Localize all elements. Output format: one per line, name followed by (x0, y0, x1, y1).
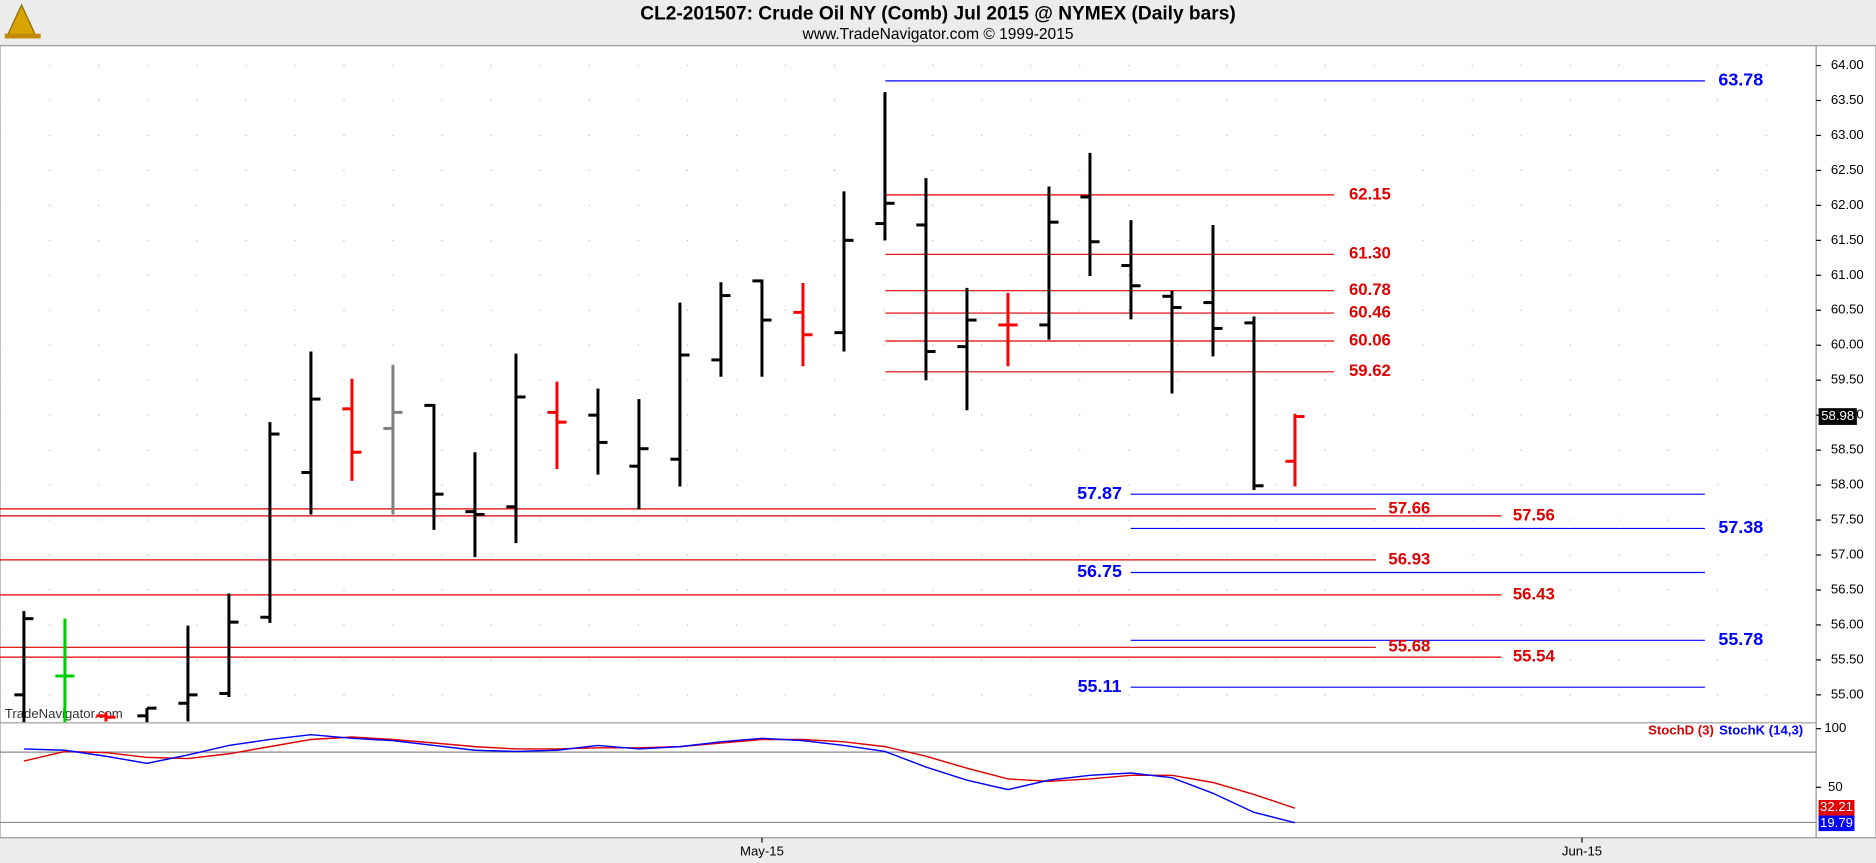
axis-area (1815, 45, 1876, 839)
y-tick-label: 56.00 (1831, 616, 1864, 631)
level-label: 57.87 (1077, 483, 1122, 503)
level-label: 55.68 (1388, 637, 1430, 656)
level-label: 56.43 (1513, 584, 1555, 603)
y-tick-label: 50 (1828, 779, 1843, 794)
y-tick-label: 62.00 (1831, 197, 1864, 212)
y-tick-label: 58.50 (1831, 442, 1864, 457)
y-tick-label: 63.00 (1831, 127, 1864, 142)
level-label: 61.30 (1349, 244, 1391, 263)
y-tick-label: 64.00 (1831, 57, 1864, 72)
level-label: 59.62 (1349, 361, 1391, 380)
last-value-label: 19.79 (1820, 815, 1853, 830)
level-label: 57.66 (1388, 498, 1430, 517)
logo (4, 3, 41, 39)
level-label: 57.56 (1513, 505, 1555, 524)
y-tick-label: 61.50 (1831, 232, 1864, 247)
level-label: 60.06 (1349, 330, 1391, 349)
chart-subtitle: www.TradeNavigator.com © 1999-2015 (802, 26, 1074, 43)
y-tick-label: 61.00 (1831, 267, 1864, 282)
level-label: 55.54 (1513, 647, 1556, 666)
y-tick-label: 55.00 (1831, 686, 1864, 701)
y-tick-label: 56.50 (1831, 581, 1864, 596)
level-label: 56.93 (1388, 549, 1430, 568)
last-price-label: 58.98 (1821, 408, 1854, 423)
level-label: 60.78 (1349, 280, 1391, 299)
y-tick-label: 59.50 (1831, 372, 1864, 387)
y-tick-label: 60.00 (1831, 337, 1864, 352)
y-tick-label: 60.50 (1831, 302, 1864, 317)
y-tick-label: 58.00 (1831, 477, 1864, 492)
level-label: 60.46 (1349, 302, 1391, 321)
level-label: 55.78 (1718, 629, 1763, 649)
y-tick-label: 62.50 (1831, 162, 1864, 177)
stoch-line (23, 733, 1296, 824)
y-tick-label: 100 (1824, 720, 1846, 735)
x-tick-label: Jun-15 (1562, 844, 1602, 859)
level-label: 63.78 (1718, 70, 1763, 90)
last-value-label: 32.21 (1820, 799, 1853, 814)
y-tick-label: 63.50 (1831, 92, 1864, 107)
level-label: 57.38 (1718, 517, 1763, 537)
last-value-box (1818, 815, 1855, 832)
y-tick-label: 55.50 (1831, 651, 1864, 666)
last-price-box (1818, 408, 1857, 425)
plot-area (0, 45, 1817, 839)
legend-entry: StochD (3) (1648, 723, 1714, 738)
level-label: 55.11 (1078, 676, 1122, 696)
y-tick-label: 57.50 (1831, 512, 1864, 527)
legend-entry: StochK (14,3) (1719, 723, 1803, 738)
y-tick-label: 57.00 (1831, 546, 1864, 561)
chart-title: CL2-201507: Crude Oil NY (Comb) Jul 2015… (640, 4, 1235, 25)
level-label: 62.15 (1349, 184, 1391, 203)
level-label: 56.75 (1077, 561, 1122, 581)
x-tick-label: May-15 (740, 844, 784, 859)
last-value-box (1818, 800, 1855, 816)
